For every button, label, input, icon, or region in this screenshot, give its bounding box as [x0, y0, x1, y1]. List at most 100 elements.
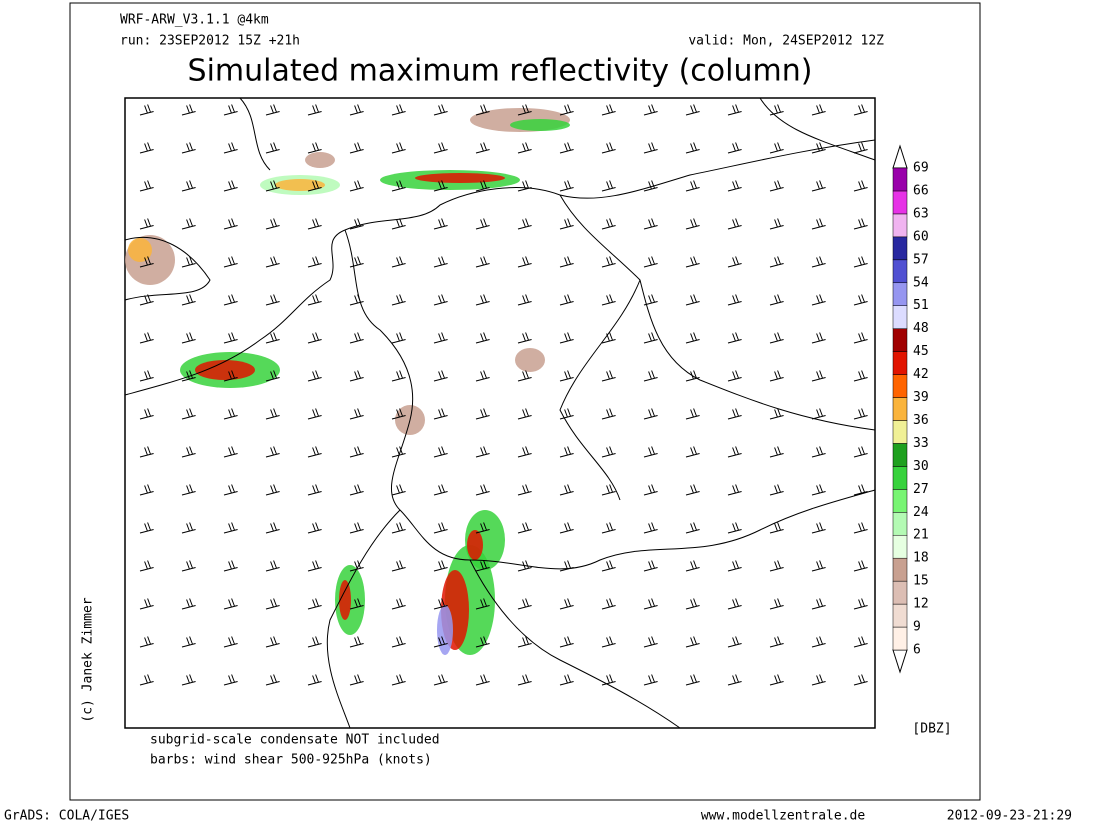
wind-barb [643, 180, 658, 192]
wind-barb [265, 560, 280, 572]
wind-barb [601, 560, 616, 572]
wind-barb [181, 294, 196, 306]
wind-barb [769, 256, 784, 268]
echo-area [339, 580, 351, 620]
wind-barb [181, 256, 196, 268]
wind-barb [391, 218, 406, 230]
wind-barb [391, 484, 406, 496]
wind-barb [475, 484, 490, 496]
wind-barb [853, 104, 868, 116]
wind-barb [727, 294, 742, 306]
wind-barb [685, 636, 700, 648]
wind-barb [685, 484, 700, 496]
colorbar-tick-label: 63 [913, 206, 929, 221]
wind-barb [559, 408, 574, 420]
wind-barb [685, 256, 700, 268]
wind-barb [769, 370, 784, 382]
wind-barb [811, 256, 826, 268]
wind-barb [265, 332, 280, 344]
colorbar-box [892, 351, 908, 375]
wind-barb [601, 636, 616, 648]
valid-label: valid: Mon, 24SEP2012 12Z [688, 34, 884, 49]
colorbar: 6912151821242730333639424548515457606366… [892, 144, 929, 674]
wind-barb [517, 370, 532, 382]
wind-barb [475, 560, 490, 572]
wind-barb [265, 294, 280, 306]
wind-barb [391, 636, 406, 648]
wind-barb [727, 408, 742, 420]
wind-barb [559, 332, 574, 344]
colorbar-end [892, 144, 908, 169]
reflectivity-field [125, 108, 570, 655]
wind-barb [139, 484, 154, 496]
wind-barb [517, 332, 532, 344]
wind-barb [769, 218, 784, 230]
wind-barb [559, 636, 574, 648]
wind-barb [391, 560, 406, 572]
wind-barb [433, 522, 448, 534]
wind-barb [643, 218, 658, 230]
wind-barb [391, 674, 406, 686]
wind-barb [811, 522, 826, 534]
wind-barb [643, 636, 658, 648]
wind-barb [139, 142, 154, 154]
colorbar-tick-label: 45 [913, 344, 929, 359]
colorbar-box [892, 557, 908, 582]
wind-barb [475, 446, 490, 458]
echo-area [515, 348, 545, 372]
colorbar-box [892, 305, 908, 329]
wind-barb [307, 218, 322, 230]
wind-barb [181, 446, 196, 458]
wind-barb [643, 560, 658, 572]
wind-barb [139, 180, 154, 192]
wind-barb [811, 370, 826, 382]
wind-barb [181, 408, 196, 420]
wind-barb [265, 370, 280, 382]
colorbar-tick-label: 66 [913, 183, 929, 198]
wind-barb [853, 180, 868, 192]
wind-barb [517, 484, 532, 496]
wind-barb [223, 484, 238, 496]
colorbar-box [892, 603, 908, 628]
wind-barb [853, 522, 868, 534]
wind-barb [307, 256, 322, 268]
wind-barb [181, 484, 196, 496]
colorbar-tick-label: 42 [913, 367, 929, 382]
wind-barb [601, 142, 616, 154]
wind-barb [601, 256, 616, 268]
wind-barb [727, 484, 742, 496]
wind-barb [811, 294, 826, 306]
wind-barb [769, 674, 784, 686]
echo-area [128, 238, 152, 262]
wind-barb [475, 180, 490, 192]
wind-barb [139, 598, 154, 610]
wind-barb [727, 218, 742, 230]
colorbar-box [892, 167, 908, 192]
wind-barb [139, 256, 154, 268]
wind-barb [265, 484, 280, 496]
wind-barb [685, 294, 700, 306]
wind-barb [769, 484, 784, 496]
wind-barb [601, 180, 616, 192]
wind-barb [643, 256, 658, 268]
colorbar-tick-label: 21 [913, 528, 929, 543]
wind-barb [433, 104, 448, 116]
wind-barb [307, 484, 322, 496]
wind-barb [475, 674, 490, 686]
wind-barb [307, 560, 322, 572]
wind-barb [517, 598, 532, 610]
colorbar-tick-label: 24 [913, 505, 929, 520]
wind-barb [223, 370, 238, 382]
wind-barb [265, 256, 280, 268]
wind-barb [139, 408, 154, 420]
wind-barb [643, 408, 658, 420]
wind-barb [307, 636, 322, 648]
wind-barb [139, 104, 154, 116]
colorbar-tick-label: 15 [913, 574, 929, 589]
wind-barb [265, 446, 280, 458]
wind-barb [181, 560, 196, 572]
wind-barb [391, 370, 406, 382]
colorbar-box [892, 534, 908, 559]
echo-area [467, 530, 483, 560]
colorbar-box [892, 626, 908, 651]
